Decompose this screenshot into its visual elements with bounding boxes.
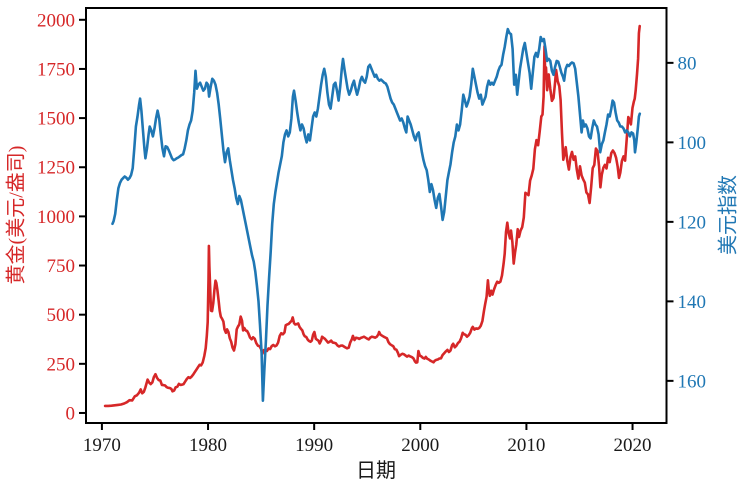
left-y-tick-label: 1500 bbox=[37, 109, 75, 130]
x-tick-label: 2000 bbox=[401, 435, 439, 456]
left-y-tick-label: 0 bbox=[66, 403, 76, 424]
x-tick-label: 2010 bbox=[507, 435, 545, 456]
left-y-tick-label: 1250 bbox=[37, 158, 75, 179]
left-y-tick-label: 1000 bbox=[37, 207, 75, 228]
x-axis-title: 日期 bbox=[356, 460, 396, 482]
right-y-tick-label: 160 bbox=[678, 371, 707, 392]
left-y-tick-label: 750 bbox=[47, 256, 76, 277]
x-tick-label: 1980 bbox=[189, 435, 227, 456]
left-y-tick-label: 2000 bbox=[37, 10, 75, 31]
x-tick-label: 1970 bbox=[83, 435, 121, 456]
right-y-tick-label: 100 bbox=[678, 133, 707, 154]
left-y-tick-label: 250 bbox=[47, 354, 76, 375]
right-y-tick-label: 140 bbox=[678, 292, 707, 313]
right-y-tick-label: 120 bbox=[678, 212, 707, 233]
left-y-tick-label: 1750 bbox=[37, 59, 75, 80]
right-y-tick-label: 80 bbox=[678, 53, 697, 74]
x-tick-label: 2020 bbox=[614, 435, 652, 456]
left-axis-title: 黄金(美元/盎司) bbox=[5, 146, 28, 285]
usd-index-line bbox=[111, 27, 642, 403]
gold-price-line bbox=[103, 24, 642, 408]
right-axis-title: 美元指数 bbox=[717, 175, 740, 255]
x-tick-label: 1990 bbox=[295, 435, 333, 456]
plot-background bbox=[86, 8, 667, 423]
left-y-tick-label: 500 bbox=[47, 305, 76, 326]
plot-area: 1970 1980 1990 2000 2010 2020 0 250 500 750 1000 12… bbox=[37, 7, 707, 456]
